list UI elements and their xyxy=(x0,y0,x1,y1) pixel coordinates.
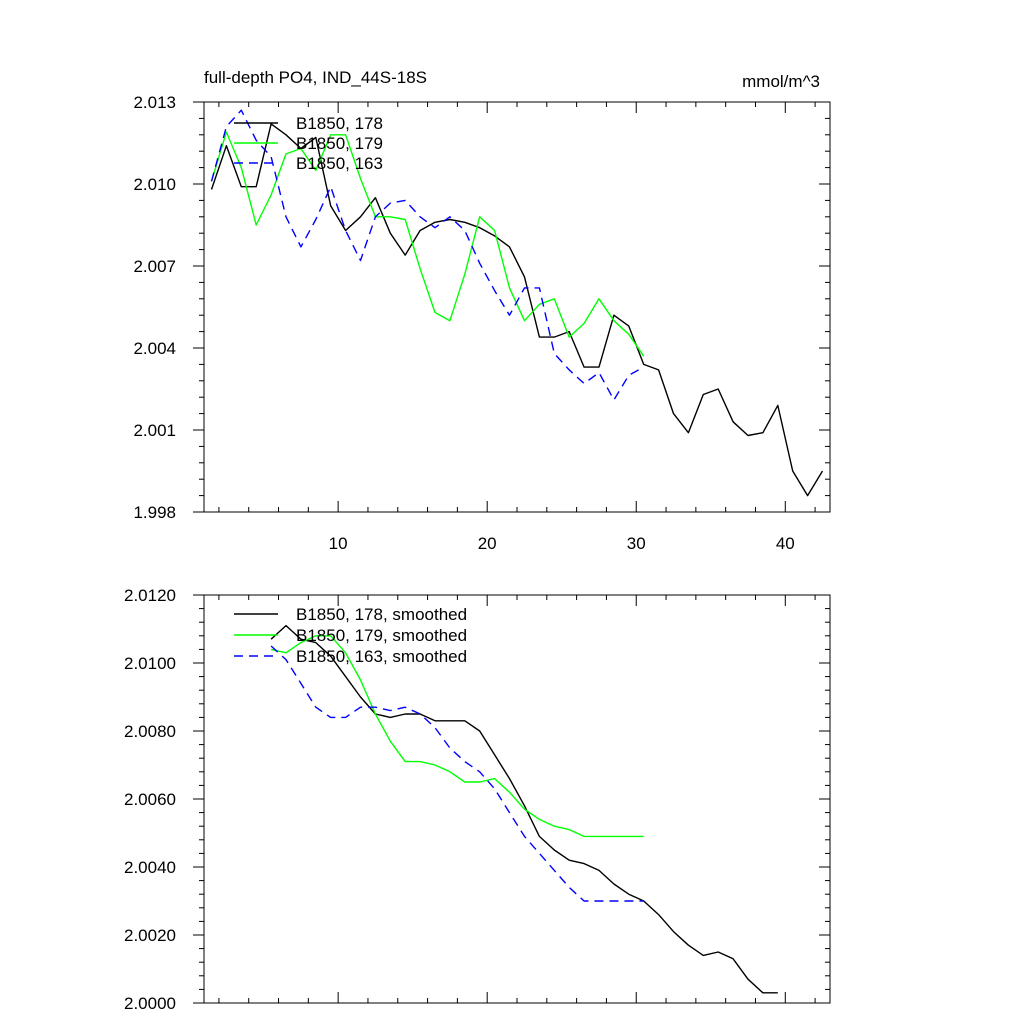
bottom-series-layer xyxy=(270,624,778,994)
bottom-panel: 2.0000 2.0020 2.0040 2.0060 2.0080 2.0100 2.01… xyxy=(124,586,831,1013)
x-tick-label: 20 xyxy=(478,534,497,553)
top-series-layer xyxy=(210,109,824,497)
series-line-0 xyxy=(210,123,824,497)
x-tick-label: 10 xyxy=(329,534,348,553)
top-chart-units: mmol/m^3 xyxy=(742,72,820,91)
y-tick-label: 2.0020 xyxy=(124,926,176,945)
y-tick-label: 2.007 xyxy=(133,257,176,276)
y-tick-label: 2.013 xyxy=(133,93,176,112)
legend-label-0: B1850, 178, smoothed xyxy=(296,605,467,624)
y-tick-label: 2.0040 xyxy=(124,858,176,877)
legend-label-1: B1850, 179 xyxy=(296,134,383,153)
y-tick-label: 2.0100 xyxy=(124,654,176,673)
legend-label-0: B1850, 178 xyxy=(296,114,383,133)
series-line-1 xyxy=(210,131,645,357)
top-panel: full-depth PO4, IND_44S-18S mmol/m^3 10 2… xyxy=(133,68,831,553)
y-tick-label: 2.0120 xyxy=(124,586,176,605)
bottom-ticks: 2.0000 2.0020 2.0040 2.0060 2.0080 2.0100 2.01… xyxy=(124,586,830,1013)
legend-label-2: B1850, 163 xyxy=(296,154,383,173)
series-line-2 xyxy=(210,109,645,401)
series-line-1 xyxy=(270,635,644,838)
y-tick-label: 2.001 xyxy=(133,421,176,440)
y-tick-label: 2.0000 xyxy=(124,994,176,1013)
bottom-legend: B1850, 178, smoothed B1850, 179, smoothed… xyxy=(234,605,467,666)
y-tick-label: 2.0080 xyxy=(124,722,176,741)
top-chart-title: full-depth PO4, IND_44S-18S xyxy=(204,68,427,87)
top-ticks: 10 20 30 40 1.998 2.001 2.004 2.007 2.010 2.013 xyxy=(133,93,830,553)
series-line-0 xyxy=(270,624,778,994)
legend-label-1: B1850, 179, smoothed xyxy=(296,626,467,645)
y-tick-label: 2.010 xyxy=(133,175,176,194)
x-tick-label: 40 xyxy=(776,534,795,553)
x-tick-label: 30 xyxy=(627,534,646,553)
y-tick-label: 2.0060 xyxy=(124,790,176,809)
y-tick-label: 1.998 xyxy=(133,503,176,522)
y-tick-label: 2.004 xyxy=(133,339,176,358)
legend-label-2: B1850, 163, smoothed xyxy=(296,647,467,666)
series-line-2 xyxy=(270,645,644,902)
